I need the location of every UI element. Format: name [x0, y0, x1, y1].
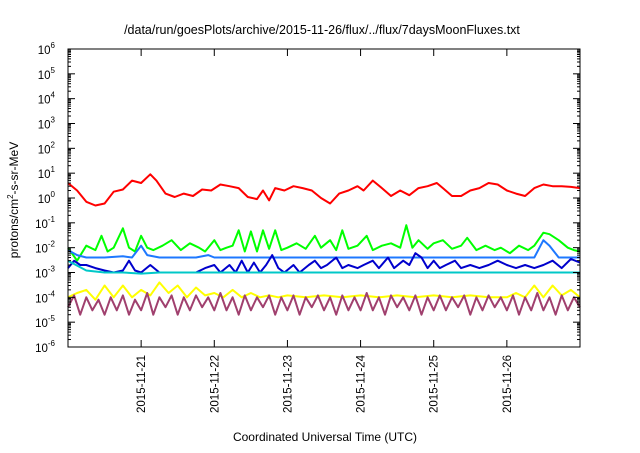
- y-tick-label: 102: [38, 140, 56, 156]
- x-tick-label: 2015-11-23: [282, 355, 294, 413]
- x-tick-label: 2015-11-24: [356, 354, 368, 413]
- y-tick-label: 105: [38, 66, 56, 82]
- y-tick-label-base: 10: [38, 95, 51, 107]
- y-axis-label-sup: 2: [6, 194, 15, 199]
- series-line-2: [67, 224, 581, 262]
- x-tick-label: 2015-11-22: [209, 355, 221, 413]
- y-tick-label-base: 10: [38, 70, 51, 82]
- y-tick-label-base: 10: [35, 343, 48, 355]
- y-tick-label-exp: -3: [48, 265, 56, 274]
- y-tick-label-exp: -5: [48, 314, 56, 323]
- x-tick-label: 2015-11-26: [502, 355, 514, 413]
- y-tick-label: 104: [38, 91, 56, 107]
- series-line-1: [67, 173, 581, 207]
- y-tick-label-base: 10: [35, 293, 48, 305]
- y-tick-label: 10-5: [35, 314, 55, 330]
- y-tick-label-base: 10: [38, 169, 51, 181]
- series-line-7: [67, 292, 581, 316]
- y-tick-label-base: 10: [35, 269, 48, 281]
- y-tick-label-exp: -6: [48, 339, 56, 348]
- series-line-5: [67, 259, 580, 275]
- y-axis-label-base: protons/cm: [7, 199, 21, 258]
- x-tick-label: 2015-11-21: [136, 355, 148, 413]
- y-tick-label: 101: [38, 165, 56, 181]
- y-tick-label: 10-1: [35, 215, 55, 231]
- y-tick-label: 106: [38, 41, 56, 57]
- y-tick-label-base: 10: [35, 318, 48, 330]
- y-tick-label-exp: 2: [51, 140, 56, 149]
- chart-title: /data/run/goesPlots/archive/2015-11-26/f…: [124, 23, 520, 37]
- series-line-4: [67, 252, 581, 274]
- y-tick-label-exp: -2: [48, 240, 56, 249]
- y-tick-label-exp: 4: [51, 91, 56, 100]
- y-tick-label-base: 10: [35, 219, 48, 231]
- y-axis-label: protons/cm2-s-sr-MeV: [6, 142, 21, 258]
- y-tick-label-exp: -4: [48, 289, 56, 298]
- x-tick-label: 2015-11-25: [429, 355, 441, 413]
- y-axis-label-rest: -s-sr-MeV: [7, 142, 21, 195]
- x-axis-label: Coordinated Universal Time (UTC): [233, 430, 417, 444]
- y-tick-label-exp: -1: [48, 215, 56, 224]
- y-tick-label-exp: 0: [51, 190, 56, 199]
- series-line-3: [67, 239, 580, 259]
- y-tick-label-base: 10: [38, 194, 51, 206]
- y-tick-label-exp: 3: [51, 116, 56, 125]
- y-tick-label-base: 10: [38, 144, 51, 156]
- y-tick-label-base: 10: [38, 45, 51, 57]
- y-tick-label: 10-3: [35, 265, 55, 281]
- y-tick-label-base: 10: [38, 120, 51, 132]
- axes-layer: 10-610-510-410-310-210-11001011021031041…: [35, 41, 581, 413]
- y-tick-label: 10-2: [35, 240, 55, 256]
- y-tick-label-exp: 5: [51, 66, 56, 75]
- y-tick-label-exp: 1: [51, 165, 56, 174]
- y-tick-label: 10-6: [35, 339, 55, 355]
- y-tick-label: 10-4: [35, 289, 55, 305]
- y-tick-label-base: 10: [35, 244, 48, 256]
- y-tick-label-exp: 6: [51, 41, 56, 50]
- y-tick-label: 100: [38, 190, 56, 206]
- series-layer: [67, 173, 581, 316]
- y-tick-label: 103: [38, 116, 56, 132]
